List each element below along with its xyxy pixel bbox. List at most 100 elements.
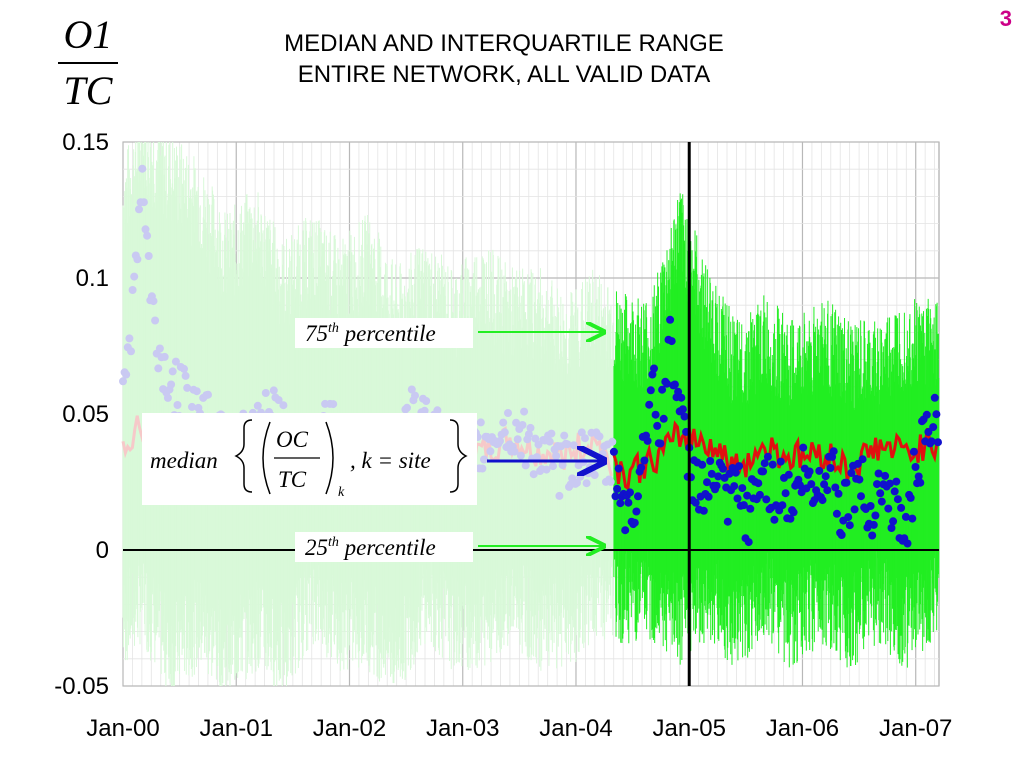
site-point-faded — [130, 272, 139, 281]
site-point — [855, 475, 864, 484]
site-point — [890, 487, 899, 496]
site-point — [759, 467, 768, 476]
site-point — [903, 539, 912, 548]
annotation-median-background — [142, 413, 477, 505]
site-point-faded — [119, 377, 127, 386]
site-point — [837, 531, 846, 539]
site-point-faded — [122, 370, 131, 379]
site-point — [781, 489, 790, 498]
site-point — [677, 393, 686, 402]
x-tick-label: Jan-02 — [313, 715, 386, 742]
site-point-faded — [173, 401, 182, 409]
site-point-faded — [261, 389, 270, 397]
site-point-faded — [496, 437, 504, 445]
left-brace — [234, 419, 253, 493]
site-point — [659, 414, 668, 423]
site-point-faded — [513, 435, 522, 444]
site-point-faded — [138, 164, 147, 173]
site-point — [763, 452, 772, 461]
site-point-faded — [516, 451, 525, 460]
site-point — [667, 337, 676, 346]
site-point-faded — [149, 297, 158, 306]
annotation-75th-background — [295, 318, 473, 348]
site-point — [637, 463, 646, 472]
chart-title-line-1: MEDIAN AND INTERQUARTILE RANGE — [284, 30, 724, 57]
site-point-faded — [127, 347, 135, 356]
site-point — [930, 393, 939, 402]
site-point — [874, 469, 883, 478]
site-point — [884, 504, 893, 513]
site-point-faded — [143, 231, 152, 240]
site-point — [881, 471, 890, 480]
fraction-numerator: O1 — [63, 12, 113, 57]
site-point — [760, 459, 769, 468]
site-point — [821, 472, 830, 481]
site-point-faded — [476, 418, 485, 427]
x-tick-label: Jan-05 — [653, 715, 726, 742]
site-point — [924, 428, 933, 436]
site-point-faded — [545, 437, 554, 446]
site-point-faded — [529, 470, 538, 479]
annotation-25th-sup: th — [328, 535, 339, 550]
site-point-faded — [563, 440, 572, 449]
site-point-faded — [520, 407, 529, 416]
site-point — [616, 499, 625, 508]
site-point — [730, 482, 739, 491]
site-point — [648, 370, 657, 379]
site-point — [768, 460, 777, 469]
site-point-faded — [167, 380, 176, 389]
svg-text:75th percentile: 75th percentile — [305, 321, 436, 346]
site-point — [832, 509, 841, 518]
site-point-faded — [125, 334, 134, 343]
site-point-faded — [606, 477, 615, 486]
site-point — [796, 481, 804, 490]
site-point — [630, 518, 639, 527]
site-point-faded — [504, 409, 512, 417]
x-tick-label: Jan-04 — [539, 715, 612, 742]
median-subscript: k — [338, 485, 345, 500]
site-point-faded — [192, 387, 201, 396]
site-point — [706, 457, 715, 465]
site-point-faded — [135, 205, 143, 214]
site-point — [850, 505, 859, 514]
site-point — [916, 478, 925, 487]
site-point — [613, 484, 622, 493]
site-point-faded — [542, 465, 551, 474]
site-point — [887, 524, 896, 532]
site-point — [929, 423, 938, 432]
site-point-faded — [204, 390, 212, 399]
site-point — [784, 470, 793, 479]
annotation-25th: 25th percentile — [305, 535, 604, 560]
site-point-faded — [144, 252, 153, 260]
site-point-faded — [512, 418, 521, 427]
site-point — [807, 480, 816, 489]
site-point — [889, 517, 898, 526]
x-tick-label: Jan-07 — [879, 715, 952, 742]
x-tick-label: Jan-06 — [766, 715, 839, 742]
site-point — [658, 385, 667, 394]
site-point — [614, 464, 623, 473]
site-point-faded — [560, 431, 569, 440]
site-point-faded — [549, 462, 557, 471]
site-point-faded — [524, 430, 533, 439]
site-point — [650, 364, 658, 373]
site-point — [776, 457, 785, 466]
site-point — [876, 489, 885, 498]
site-point-faded — [411, 391, 419, 400]
site-point-faded — [478, 464, 487, 473]
annotation-75th-sup: th — [328, 321, 339, 336]
site-point-faded — [433, 406, 442, 415]
site-point — [738, 484, 747, 493]
site-point — [857, 492, 865, 501]
median-fraction-num: OC — [276, 427, 309, 452]
site-point — [699, 506, 708, 515]
site-point-faded — [595, 432, 604, 441]
site-point-faded — [403, 403, 411, 412]
x-tick-label: Jan-01 — [200, 715, 273, 742]
site-point-faded — [133, 255, 142, 264]
site-point — [698, 460, 707, 469]
site-point — [805, 467, 814, 476]
site-point-faded — [486, 447, 495, 456]
site-point — [645, 400, 654, 409]
site-point-faded — [552, 452, 561, 460]
